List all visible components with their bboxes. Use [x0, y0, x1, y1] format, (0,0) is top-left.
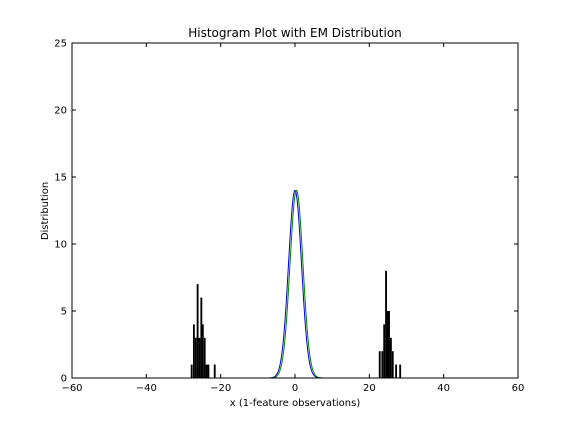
y-tick-label: 15 — [54, 173, 67, 184]
x-tick-label: −40 — [136, 383, 157, 394]
x-tick-label: 60 — [512, 383, 525, 394]
chart-title: Histogram Plot with EM Distribution — [188, 26, 402, 40]
histogram-bar — [399, 364, 402, 378]
plot-frame — [71, 42, 519, 379]
x-tick-label: −20 — [210, 383, 231, 394]
histogram-bar — [383, 324, 386, 378]
histogram-bar — [386, 311, 389, 378]
histogram-bar — [207, 364, 210, 378]
plot-area: −60 −40 −20 0 20 40 60 0 5 10 15 20 25 — [54, 39, 524, 395]
histogram-bar — [203, 337, 206, 378]
x-tick-label: 40 — [437, 383, 450, 394]
histogram-bar — [395, 364, 398, 378]
x-tick-label: 0 — [292, 383, 298, 394]
histogram-bar — [194, 337, 197, 378]
histogram-bar — [190, 364, 193, 378]
histogram-bar — [378, 351, 381, 378]
em-curve-line — [265, 189, 325, 379]
histogram-bar — [201, 324, 204, 378]
histogram-bar — [385, 270, 387, 378]
x-tick-label: −60 — [61, 383, 82, 394]
histogram-bar — [389, 337, 392, 378]
histogram-bar — [192, 324, 195, 378]
y-tick-label: 20 — [54, 106, 67, 117]
y-tick-label: 0 — [61, 374, 67, 385]
histogram-bar — [381, 351, 384, 378]
histogram-bar — [196, 284, 199, 378]
histogram-bar — [213, 364, 216, 378]
histogram-bar — [205, 364, 208, 378]
y-tick-label: 5 — [61, 307, 67, 318]
em-curve-line — [267, 189, 326, 379]
histogram-bar — [198, 337, 201, 378]
histogram-bar — [388, 311, 390, 378]
y-tick-label: 10 — [54, 240, 67, 251]
histogram-bar — [391, 351, 394, 378]
y-tick-label: 25 — [54, 39, 67, 50]
x-axis-title: x (1-feature observations) — [230, 398, 361, 409]
y-axis-title: Distribution — [40, 182, 51, 240]
x-tick-label: 20 — [363, 383, 376, 394]
histogram-bar — [200, 297, 203, 378]
